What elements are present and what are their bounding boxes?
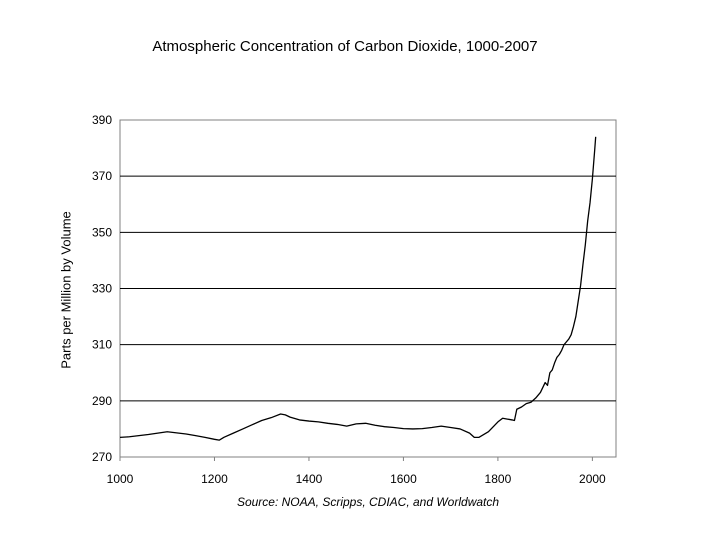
- y-tick-label: 370: [92, 169, 112, 183]
- y-tick-labels: 270 290 310 330 350 370 390: [92, 113, 112, 464]
- x-tick-label: 1600: [390, 472, 417, 486]
- chart-title: Atmospheric Concentration of Carbon Diox…: [152, 38, 538, 55]
- y-tick-label: 270: [92, 450, 112, 464]
- y-tick-label: 310: [92, 338, 112, 352]
- x-axis-title: Source: NOAA, Scripps, CDIAC, and Worldw…: [236, 495, 500, 509]
- y-tick-label: 330: [92, 282, 112, 296]
- y-tick-label: 290: [92, 394, 112, 408]
- y-tick-label: 390: [92, 113, 112, 127]
- x-tick-label: 1800: [485, 472, 512, 486]
- x-tick-label: 1200: [201, 472, 228, 486]
- x-tick-label: 2000: [579, 472, 606, 486]
- y-tick-label: 350: [92, 225, 112, 239]
- x-tick-label: 1400: [296, 472, 323, 486]
- series-line: [119, 136, 597, 441]
- x-tick-label: 1000: [107, 472, 134, 486]
- x-tick-labels: 1000 1200 1400 1600 1800 2000: [107, 457, 606, 486]
